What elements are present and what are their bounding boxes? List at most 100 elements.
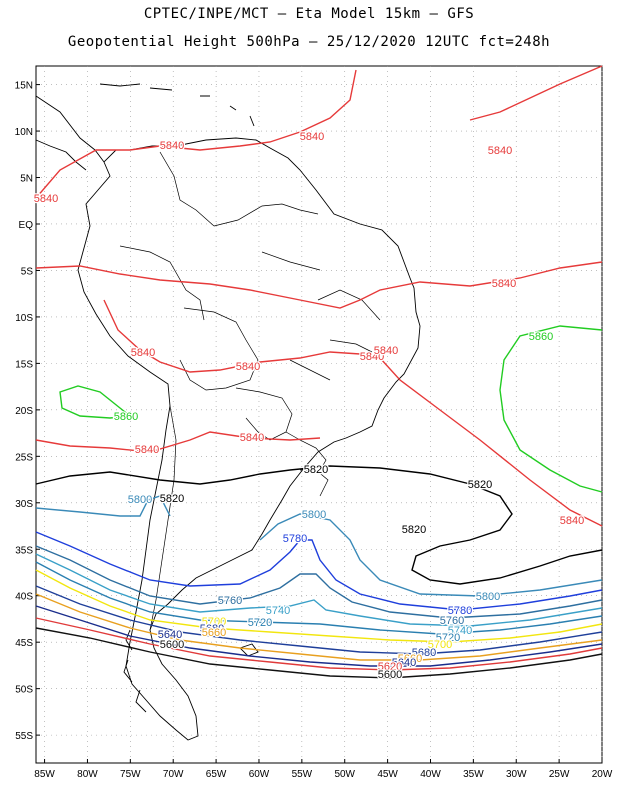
lon-tick-label: 55W bbox=[292, 769, 313, 780]
contour-label-5840: 5840 bbox=[135, 444, 159, 456]
contour-label-5840: 5840 bbox=[360, 351, 384, 363]
lat-tick-label: 50S bbox=[15, 685, 33, 696]
border-venezuela-brazil bbox=[213, 203, 319, 227]
contour-label-5840: 5840 bbox=[488, 145, 512, 157]
contour-label-5800: 5800 bbox=[302, 509, 326, 521]
contour-label-5840: 5840 bbox=[374, 345, 398, 357]
central-america-coast bbox=[35, 95, 421, 741]
lat-tick-label: 10S bbox=[15, 313, 33, 324]
lon-tick-label: 75W bbox=[120, 769, 141, 780]
contour-label-5860: 5860 bbox=[529, 331, 553, 343]
contour-label-5720: 5720 bbox=[436, 632, 460, 644]
contour-label-5840: 5840 bbox=[492, 278, 516, 290]
contour-label-5820: 5820 bbox=[402, 524, 426, 536]
contour-labels: 5840584058405840584058405840584058405840… bbox=[33, 130, 586, 683]
contour-label-5780: 5780 bbox=[283, 533, 307, 545]
lat-tick-label: 30S bbox=[15, 499, 33, 510]
contour-label-5640: 5640 bbox=[158, 629, 182, 641]
border-bolivia bbox=[179, 307, 259, 391]
contour-label-5840: 5840 bbox=[131, 347, 155, 359]
lon-tick-label: 30W bbox=[506, 769, 527, 780]
lon-tick-label: 40W bbox=[420, 769, 441, 780]
lat-tick-label: 35S bbox=[15, 545, 33, 556]
border-brazil-states bbox=[261, 251, 381, 381]
contour-5860 bbox=[59, 385, 132, 419]
contour-5800 bbox=[259, 513, 603, 597]
contour-5740 bbox=[35, 553, 603, 627]
border-peru-brazil bbox=[119, 245, 205, 321]
border-paraguay bbox=[235, 387, 293, 441]
lon-tick-label: 50W bbox=[334, 769, 355, 780]
lat-tick-label: 10N bbox=[15, 127, 33, 138]
contour-5720 bbox=[35, 561, 603, 635]
contour-label-5660: 5660 bbox=[202, 627, 226, 639]
caribbean-islands bbox=[99, 83, 255, 127]
contour-label-5600: 5600 bbox=[378, 669, 402, 681]
contour-label-5600: 5600 bbox=[160, 639, 184, 651]
contour-label-5840: 5840 bbox=[236, 361, 260, 373]
contour-label-5800: 5800 bbox=[476, 591, 500, 603]
contour-5840 bbox=[35, 431, 321, 453]
border-uruguay bbox=[300, 469, 329, 497]
border-argentina-brazil bbox=[285, 431, 327, 475]
contour-label-5840: 5840 bbox=[240, 432, 264, 444]
contour-label-5680: 5680 bbox=[412, 647, 436, 659]
contour-5840 bbox=[469, 65, 603, 121]
contour-label-5840: 5840 bbox=[560, 515, 584, 527]
lat-tick-label: 5N bbox=[20, 174, 33, 185]
contour-lines bbox=[35, 65, 603, 679]
contour-label-5700: 5700 bbox=[428, 639, 452, 651]
lat-tick-label: 40S bbox=[15, 592, 33, 603]
contour-5840 bbox=[103, 299, 603, 527]
country-borders bbox=[119, 151, 381, 631]
contour-label-5740: 5740 bbox=[448, 625, 472, 637]
contour-5640 bbox=[35, 605, 603, 667]
contour-5600 bbox=[35, 627, 603, 679]
contour-label-5800: 5800 bbox=[128, 494, 152, 506]
border-chile-argentina bbox=[149, 405, 177, 631]
lon-tick-label: 85W bbox=[34, 769, 55, 780]
axis-ticks: 15N10N5NEQ5S10S15S20S25S30S35S40S45S50S5… bbox=[15, 81, 613, 780]
contour-label-5840: 5840 bbox=[34, 193, 58, 205]
contour-label-5840: 5840 bbox=[160, 140, 184, 152]
contour-5800 bbox=[35, 495, 171, 517]
central-america-isthmus bbox=[35, 139, 87, 171]
lon-tick-label: 60W bbox=[249, 769, 270, 780]
contour-label-5840: 5840 bbox=[300, 131, 324, 143]
lon-tick-label: 65W bbox=[206, 769, 227, 780]
contour-label-5680: 5680 bbox=[200, 623, 224, 635]
coastlines bbox=[35, 83, 421, 741]
contour-label-5720: 5720 bbox=[248, 617, 272, 629]
border-colombia-venezuela bbox=[159, 151, 215, 227]
contour-label-5760: 5760 bbox=[440, 615, 464, 627]
contour-5840 bbox=[35, 69, 357, 199]
contour-label-5820: 5820 bbox=[468, 479, 492, 491]
contour-5620 bbox=[35, 617, 603, 671]
contour-5860 bbox=[499, 325, 603, 493]
contour-5700 bbox=[35, 569, 603, 643]
contour-label-5860: 5860 bbox=[114, 411, 138, 423]
lat-tick-label: 15N bbox=[15, 81, 33, 92]
lat-tick-label: 15S bbox=[15, 359, 33, 370]
lat-tick-label: 45S bbox=[15, 638, 33, 649]
contour-label-5620: 5620 bbox=[378, 661, 402, 673]
lon-tick-label: 45W bbox=[377, 769, 398, 780]
map-title-line1: CPTEC/INPE/MCT – Eta Model 15km – GFS bbox=[143, 6, 475, 22]
contour-5840 bbox=[35, 261, 603, 309]
lat-tick-label: EQ bbox=[19, 220, 34, 231]
lat-tick-label: 55S bbox=[15, 731, 33, 742]
contour-label-5760: 5760 bbox=[218, 595, 242, 607]
lon-tick-label: 20W bbox=[592, 769, 613, 780]
lon-tick-label: 70W bbox=[163, 769, 184, 780]
contour-label-5640: 5640 bbox=[392, 657, 416, 669]
contour-label-5700: 5700 bbox=[202, 616, 226, 628]
falklands bbox=[239, 643, 259, 657]
lon-tick-label: 80W bbox=[77, 769, 98, 780]
lon-tick-label: 35W bbox=[463, 769, 484, 780]
contour-label-5740: 5740 bbox=[266, 605, 290, 617]
contour-label-5780: 5780 bbox=[448, 605, 472, 617]
lat-tick-label: 5S bbox=[21, 266, 34, 277]
contour-5660 bbox=[35, 593, 603, 661]
lat-tick-label: 25S bbox=[15, 452, 33, 463]
